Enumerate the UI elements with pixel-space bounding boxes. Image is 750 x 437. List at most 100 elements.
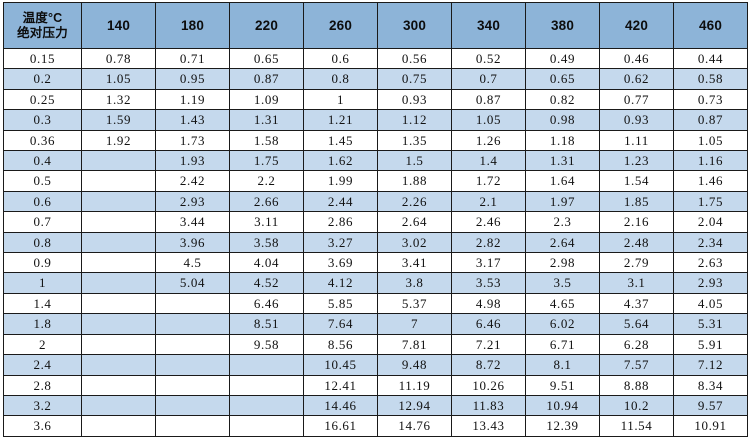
data-cell-empty <box>155 292 230 315</box>
data-cell: 5.64 <box>599 313 674 335</box>
data-cell: 0.65 <box>525 68 600 90</box>
data-cell: 7.57 <box>599 354 674 376</box>
table-row: 0.6 2.93 2.66 2.44 2.26 2.1 1.97 1.85 1.75 <box>3 190 748 213</box>
data-cell: 7 <box>377 313 452 335</box>
data-cell: 2.93 <box>155 190 230 213</box>
row-label-cell: 0.5 <box>3 170 82 192</box>
data-cell: 4.37 <box>599 292 674 315</box>
data-cell: 7.21 <box>451 333 526 356</box>
table-row: 0.25 1.32 1.19 1.09 1 0.93 0.87 0.82 0.77 0.73 <box>3 88 748 111</box>
data-cell-empty <box>155 313 230 335</box>
data-cell: 3.5 <box>525 272 600 294</box>
data-cell: 3.53 <box>451 272 526 294</box>
data-cell: 0.77 <box>599 88 674 111</box>
table-row: 0.9 4.5 4.04 3.69 3.41 3.17 2.98 2.79 2.63 <box>3 252 748 274</box>
data-cell: 2.46 <box>451 211 526 233</box>
data-cell: 3.27 <box>303 231 378 254</box>
data-cell: 1.62 <box>303 150 378 172</box>
data-cell: 1.26 <box>451 129 526 152</box>
row-label-cell: 0.8 <box>3 231 82 254</box>
data-cell: 5.91 <box>673 333 748 356</box>
data-cell: 2.44 <box>303 190 378 213</box>
data-cell: 0.46 <box>599 47 674 70</box>
data-cell: 0.87 <box>229 68 304 90</box>
data-cell: 5.85 <box>303 292 378 315</box>
data-cell-empty <box>81 231 156 254</box>
header-temperature-label: 温度°C <box>22 10 63 25</box>
data-cell: 1.97 <box>525 190 600 213</box>
header-col-300: 300 <box>377 2 452 49</box>
data-cell: 8.1 <box>525 354 600 376</box>
data-cell: 0.58 <box>673 68 748 90</box>
data-cell: 0.52 <box>451 47 526 70</box>
data-cell: 1.11 <box>599 129 674 152</box>
data-cell: 14.76 <box>377 415 452 437</box>
data-cell: 1.4 <box>451 150 526 172</box>
table-row: 0.3 1.59 1.43 1.31 1.21 1.12 1.05 0.98 0.93 0.87 <box>3 109 748 131</box>
data-cell-empty <box>155 374 230 396</box>
data-cell-empty <box>81 374 156 396</box>
data-cell: 1.75 <box>673 190 748 213</box>
data-cell: 6.02 <box>525 313 600 335</box>
data-cell: 1.35 <box>377 129 452 152</box>
data-cell: 6.46 <box>229 292 304 315</box>
data-cell: 8.72 <box>451 354 526 376</box>
data-cell-empty <box>229 374 304 396</box>
row-label-cell: 0.25 <box>3 88 82 111</box>
data-cell: 12.41 <box>303 374 378 396</box>
data-cell: 1.31 <box>525 150 600 172</box>
data-cell: 2.82 <box>451 231 526 254</box>
data-cell: 6.28 <box>599 333 674 356</box>
data-cell: 12.39 <box>525 415 600 437</box>
data-cell: 1.43 <box>155 109 230 131</box>
data-cell: 1.73 <box>155 129 230 152</box>
data-cell: 7.12 <box>673 354 748 376</box>
row-label-cell: 0.7 <box>3 211 82 233</box>
header-col-180: 180 <box>155 2 230 49</box>
data-cell: 3.11 <box>229 211 304 233</box>
data-cell: 13.43 <box>451 415 526 437</box>
data-cell: 0.44 <box>673 47 748 70</box>
data-cell: 0.49 <box>525 47 600 70</box>
data-cell: 0.98 <box>525 109 600 131</box>
data-cell: 5.37 <box>377 292 452 315</box>
data-cell: 1.64 <box>525 170 600 192</box>
data-cell: 1.99 <box>303 170 378 192</box>
data-cell: 0.56 <box>377 47 452 70</box>
data-cell: 5.31 <box>673 313 748 335</box>
data-cell: 5.04 <box>155 272 230 294</box>
table-body: 0.15 0.78 0.71 0.65 0.6 0.56 0.52 0.49 0.46 0.44 0… <box>3 47 748 437</box>
data-cell: 0.95 <box>155 68 230 90</box>
data-cell-empty <box>81 354 156 376</box>
data-cell: 1.21 <box>303 109 378 131</box>
data-cell: 2.98 <box>525 252 600 274</box>
table-row: 0.36 1.92 1.73 1.58 1.45 1.35 1.26 1.18 1.11 1.05 <box>3 129 748 152</box>
data-cell-empty <box>155 354 230 376</box>
row-label-cell: 1.8 <box>3 313 82 335</box>
row-label-cell: 0.36 <box>3 129 82 152</box>
data-cell: 0.62 <box>599 68 674 90</box>
row-label-cell: 0.4 <box>3 150 82 172</box>
row-label-cell: 2 <box>3 333 82 356</box>
data-cell: 0.87 <box>673 109 748 131</box>
data-cell: 1.93 <box>155 150 230 172</box>
table-row: 0.7 3.44 3.11 2.86 2.64 2.46 2.3 2.16 2.04 <box>3 211 748 233</box>
data-cell: 16.61 <box>303 415 378 437</box>
data-cell: 1.45 <box>303 129 378 152</box>
row-label-cell: 0.6 <box>3 190 82 213</box>
table-row: 0.8 3.96 3.58 3.27 3.02 2.82 2.64 2.48 2.34 <box>3 231 748 254</box>
header-col-420: 420 <box>599 2 674 49</box>
data-cell: 2.1 <box>451 190 526 213</box>
row-label-cell: 0.15 <box>3 47 82 70</box>
data-cell-empty <box>229 415 304 437</box>
data-cell: 11.19 <box>377 374 452 396</box>
data-cell: 1.85 <box>599 190 674 213</box>
data-cell: 3.8 <box>377 272 452 294</box>
table-row: 3.6 16.61 14.76 13.43 12.39 11.54 10.91 <box>3 415 748 437</box>
data-cell: 6.71 <box>525 333 600 356</box>
data-cell: 10.2 <box>599 394 674 417</box>
data-cell: 2.79 <box>599 252 674 274</box>
data-cell: 4.98 <box>451 292 526 315</box>
data-cell: 9.57 <box>673 394 748 417</box>
data-cell-empty <box>81 415 156 437</box>
